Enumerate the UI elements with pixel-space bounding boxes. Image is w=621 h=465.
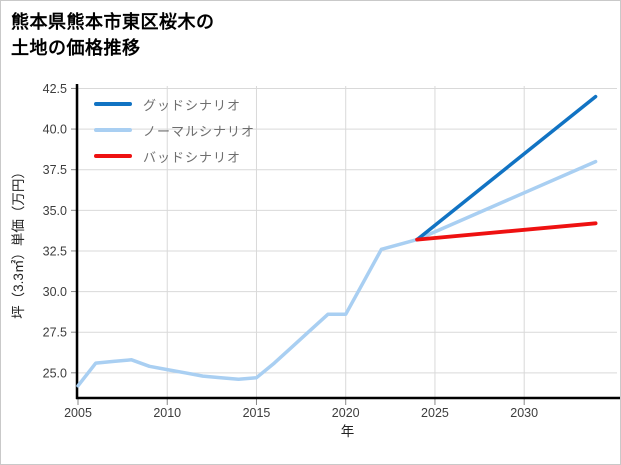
- x-tick-label: 2010: [153, 406, 181, 420]
- legend-label-normal: ノーマルシナリオ: [143, 123, 256, 139]
- x-tick-label: 2025: [421, 406, 449, 420]
- legend-item-normal: ノーマルシナリオ: [94, 117, 255, 143]
- legend: グッドシナリオ ノーマルシナリオ バッドシナリオ: [94, 91, 255, 169]
- legend-item-good: グッドシナリオ: [94, 91, 255, 117]
- series-line-グッドシナリオ: [415, 94, 598, 242]
- page-title-line2: 土地の価格推移: [11, 38, 141, 59]
- y-tick-label: 42.5: [43, 82, 67, 96]
- y-tick-label: 37.5: [43, 163, 67, 177]
- legend-label-bad: バッドシナリオ: [143, 149, 242, 165]
- series-line-historical: [76, 237, 419, 388]
- y-axis-title: 坪（3.3㎡）単価（万円）: [11, 165, 26, 319]
- series-line-バッドシナリオ: [415, 221, 598, 242]
- y-tick-label: 32.5: [43, 244, 67, 258]
- x-tick-label: 2020: [332, 406, 360, 420]
- legend-line-good-icon: [94, 102, 132, 106]
- x-tick-label: 2030: [510, 406, 538, 420]
- y-tick-label: 27.5: [43, 326, 67, 340]
- y-tick-label: 35.0: [43, 204, 67, 218]
- x-tick-label: 2015: [243, 406, 271, 420]
- legend-line-bad-icon: [94, 154, 132, 158]
- y-tick-label: 40.0: [43, 123, 67, 137]
- x-tick-label: 2005: [64, 406, 92, 420]
- series-line-ノーマルシナリオ: [415, 159, 598, 242]
- y-tick-label: 30.0: [43, 285, 67, 299]
- legend-label-good: グッドシナリオ: [143, 97, 242, 113]
- page-title: 熊本県熊本市東区桜木の 土地の価格推移: [11, 9, 215, 61]
- page-title-line1: 熊本県熊本市東区桜木の: [11, 12, 215, 32]
- legend-item-bad: バッドシナリオ: [94, 143, 255, 169]
- legend-line-normal-icon: [94, 128, 132, 132]
- x-axis-title: 年: [341, 424, 355, 439]
- y-tick-label: 25.0: [43, 366, 67, 380]
